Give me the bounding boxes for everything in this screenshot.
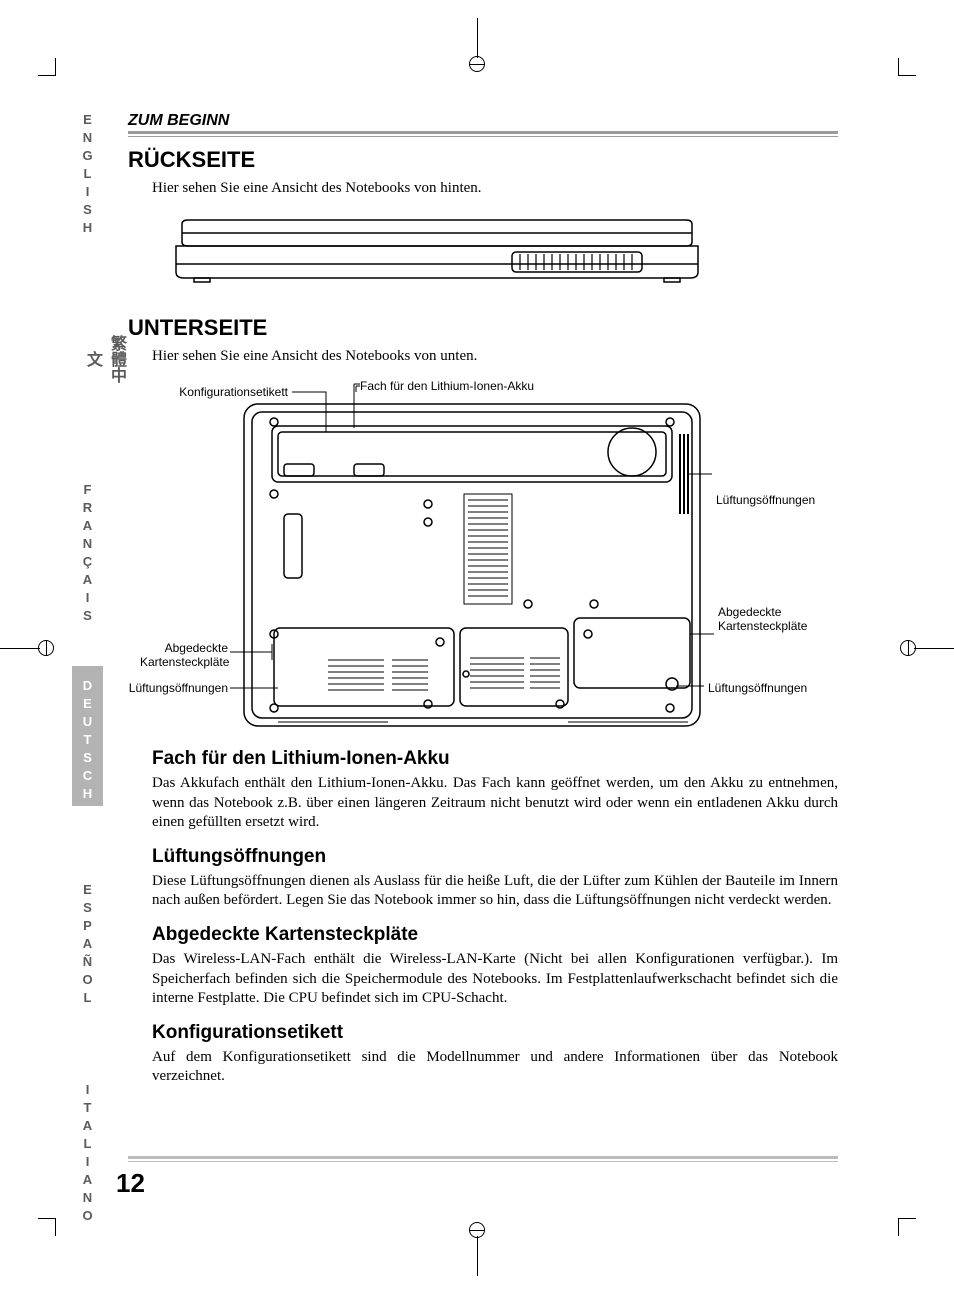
crop-mark (477, 18, 478, 58)
callout-vents-left: Lüftungsöffnungen (124, 682, 228, 696)
callout-vents-right-top: Lüftungsöffnungen (716, 494, 815, 508)
subheading-config: Konfigurationsetikett (152, 1022, 838, 1044)
subheading-vents: Lüftungsöffnungen (152, 846, 838, 868)
body-vents: Diese Lüftungsöffnungen dienen als Ausla… (152, 872, 838, 910)
crop-mark (469, 64, 485, 65)
bottom-view-diagram: Konfigurationsetikett Fach für den Lithi… (128, 374, 838, 734)
crop-mark (469, 1230, 485, 1231)
lang-tab-deutsch[interactable]: DEUTSCH (72, 666, 103, 806)
lang-tab-english[interactable]: ENGLISH (72, 100, 103, 232)
subheading-slots: Abgedeckte Kartensteckpläte (152, 924, 838, 946)
crop-corner (898, 58, 916, 76)
bottom-view-svg (128, 374, 838, 734)
lang-tab-italiano[interactable]: ITALIANO (72, 1070, 103, 1210)
section-rule (128, 136, 838, 137)
callout-covered-slot-left: Abgedeckte Kartensteckpläte (140, 642, 228, 670)
crop-mark (477, 1236, 478, 1276)
body-slots: Das Wireless-LAN-Fach enthält die Wirele… (152, 950, 838, 1008)
callout-covered-slot-line2: Kartensteckpläte (718, 619, 807, 633)
crop-mark (46, 640, 47, 656)
crop-corner (898, 1218, 916, 1236)
crop-mark (908, 640, 909, 656)
section-label: ZUM BEGINN (128, 112, 838, 134)
callout-covered-slot-line1: Abgedeckte (718, 605, 781, 619)
callout-covered-slot-right: Abgedeckte Kartensteckpläte (718, 606, 807, 634)
page-content: ZUM BEGINN RÜCKSEITE Hier sehen Sie eine… (128, 112, 838, 1094)
language-sidebar: ENGLISH 繁體中文 FRANÇAIS DEUTSCH ESPAÑOL IT… (72, 100, 106, 1180)
callout-config-label: Konfigurationsetikett (128, 386, 288, 400)
subheading-battery: Fach für den Lithium-Ionen-Akku (152, 748, 838, 770)
rueckseite-intro: Hier sehen Sie eine Ansicht des Notebook… (152, 179, 838, 198)
heading-unterseite: UNTERSEITE (128, 315, 838, 341)
heading-rueckseite: RÜCKSEITE (128, 147, 838, 173)
rear-view-diagram (172, 216, 702, 286)
crop-corner (38, 1218, 56, 1236)
crop-mark (914, 648, 954, 649)
callout-covered-slot-left-line1: Abgedeckte (165, 641, 228, 655)
body-battery: Das Akkufach enthält den Lithium-Ionen-A… (152, 774, 838, 832)
footer-rule (128, 1156, 838, 1159)
body-config: Auf dem Konfigurationsetikett sind die M… (152, 1048, 838, 1086)
callout-battery-bay: Fach für den Lithium-Ionen-Akku (360, 380, 534, 394)
callout-covered-slot-left-line2: Kartensteckpläte (140, 655, 229, 669)
callout-vents-right-bottom: Lüftungsöffnungen (708, 682, 807, 696)
footer-rule-thin (128, 1161, 838, 1162)
crop-mark (0, 648, 40, 649)
crop-corner (38, 58, 56, 76)
lang-tab-espanol[interactable]: ESPAÑOL (72, 870, 103, 1010)
unterseite-intro: Hier sehen Sie eine Ansicht des Notebook… (152, 347, 838, 366)
page-number: 12 (116, 1168, 145, 1199)
lang-tab-chinese[interactable]: 繁體中文 (72, 320, 136, 398)
lang-tab-francais[interactable]: FRANÇAIS (72, 470, 103, 618)
